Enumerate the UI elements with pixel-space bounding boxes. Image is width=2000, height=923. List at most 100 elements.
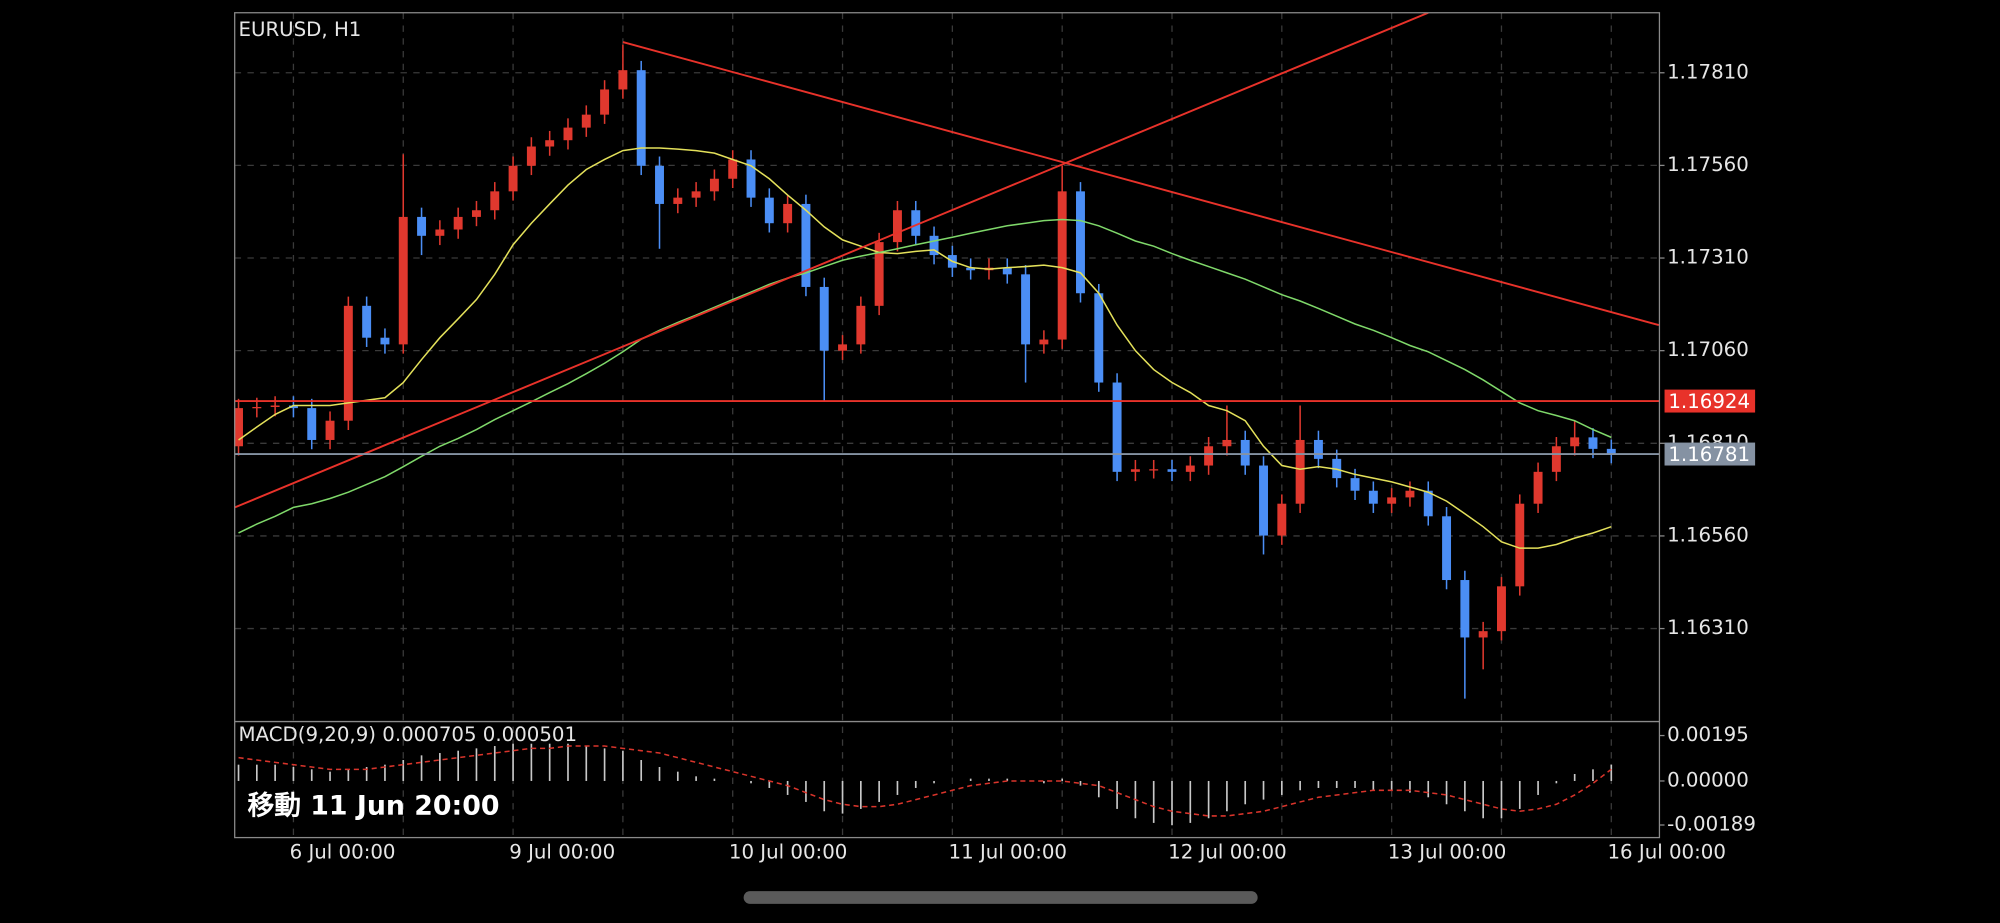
moving-average [238,218,1612,534]
crosshair-label: 移動 11 Jun 20:00 [247,790,499,821]
candle-body [1240,439,1250,466]
candle-body [874,242,884,306]
candle-body [728,159,738,179]
candle-body [892,210,902,243]
candle-body [838,344,848,351]
candle-body [1606,448,1616,455]
price-tag [1664,442,1756,466]
candle-body [1185,465,1195,472]
candle-body [234,408,243,447]
candle-body [1387,497,1397,504]
y-tick-label: 1.17060 [1667,338,1749,361]
candle-body [1405,490,1415,498]
candle-body [1478,631,1488,638]
candle-body [508,165,518,192]
candle-body [252,406,262,409]
candle-body [966,267,976,271]
candle-body [1460,580,1470,638]
plot-border [234,12,1661,839]
moving-average [238,147,1612,549]
trend-line [622,41,1660,327]
candle-body [1570,437,1580,447]
candle-body [343,305,353,421]
x-tick-label: 6 Jul 00:00 [290,840,396,863]
x-tick-label: 9 Jul 00:00 [509,840,615,863]
candle-body [673,197,683,204]
candle-body [325,420,335,440]
candle-body [929,235,939,256]
candle-body [1167,469,1177,472]
x-tick-label: 10 Jul 00:00 [729,840,847,863]
chart-title: EURUSD, H1 [239,18,362,41]
candle-body [545,140,555,147]
candle-body [1588,437,1598,449]
candle-body [490,191,500,211]
candle-body [636,70,646,166]
candle-body [1551,446,1561,472]
candle-body [1442,516,1452,581]
candle-body [1259,465,1268,536]
candle-body [1002,267,1012,275]
candle-body [655,165,664,204]
x-tick-label: 11 Jul 00:00 [949,840,1067,863]
candle-body [1076,191,1085,294]
y-tick-label: 1.16310 [1667,616,1749,639]
price-tag-label: 1.16924 [1668,390,1750,413]
candle-body [1222,439,1232,447]
drawing-layer [234,12,1660,549]
candle-body [764,197,774,224]
y-tick-label: -0.00189 [1667,813,1756,836]
candle-body [1368,490,1378,504]
x-tick-label: 12 Jul 00:00 [1168,840,1286,863]
candle-body [911,210,921,236]
candle-body [801,203,811,287]
candle-body [1313,439,1323,459]
candle-body [1039,339,1049,345]
plot-layer [234,44,1616,826]
y-tick-label: 1.16560 [1667,523,1749,546]
candle-body [1021,274,1031,345]
macd-signal [238,745,1612,817]
candle-body [1350,478,1360,491]
candle-body [472,210,481,217]
axis-layer: 6 Jul 00:00 9 Jul 00:00 10 Jul 00:00 11 Jul… [290,60,1756,863]
candle-body [563,127,573,141]
home-indicator[interactable] [743,891,1258,904]
candle-body [819,286,829,351]
candle-body [1057,191,1067,340]
candle-body [1497,586,1506,632]
candle-body [618,70,628,90]
candle-body [1130,469,1140,472]
candle-body [362,305,372,338]
candle-body [1112,382,1122,472]
candle-body [417,216,427,236]
candle-body [398,216,408,345]
x-tick-label: 13 Jul 00:00 [1388,840,1506,863]
y-tick-label: 0.00195 [1667,723,1749,746]
candle-body [1277,503,1287,536]
candle-body [581,114,591,128]
y-tick-label: 1.17310 [1667,246,1749,269]
candle-body [1423,490,1433,517]
candle-body [691,191,701,198]
candle-body [526,146,536,166]
candle-body [453,216,463,230]
candle-body [1094,293,1104,383]
candle-body [856,305,866,345]
candle-body [600,89,610,115]
candle-body [1295,439,1305,504]
y-tick-label: 1.17560 [1667,153,1749,176]
price-tag-label: 1.16781 [1668,443,1750,466]
y-tick-label: 1.17810 [1667,60,1749,83]
candle-body [746,159,756,198]
candle-body [1204,446,1214,466]
candle-body [270,405,280,407]
candle-body [435,229,445,236]
candle-body [307,408,317,440]
grid-layer [234,12,1660,838]
candle-body [1149,469,1159,471]
trend-line [234,12,1429,509]
candle-body [380,337,390,345]
